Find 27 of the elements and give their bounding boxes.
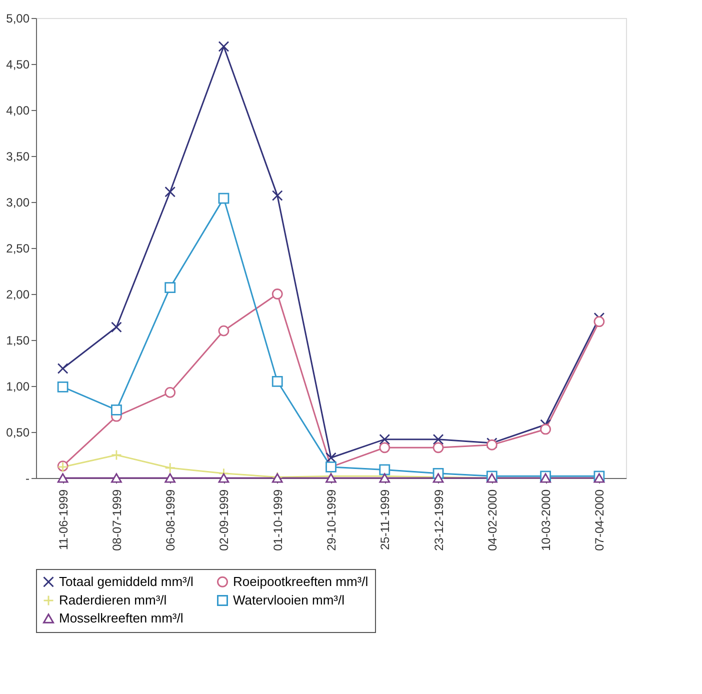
y-tick-label: 1,00 — [6, 380, 30, 394]
x-tick-label: 08-07-1999 — [110, 489, 124, 551]
x-tick-label: 29-10-1999 — [324, 489, 338, 551]
x-tick-label: 07-04-2000 — [592, 489, 607, 551]
y-tick-label: 3,50 — [6, 150, 30, 164]
y-tick-label: 2,00 — [6, 288, 30, 302]
y-tick-label: 2,50 — [6, 242, 30, 256]
x-tick-label: 04-02-2000 — [485, 489, 500, 551]
x-tick-label: 02-09-1999 — [217, 489, 232, 551]
y-tick-label: 1,50 — [6, 334, 30, 348]
y-tick-label: 4,00 — [6, 104, 30, 118]
legend-label: Roeipootkreeften mm³/l — [233, 574, 368, 589]
y-tick-label: 4,50 — [6, 58, 30, 72]
x-tick-label: 06-08-1999 — [164, 489, 178, 551]
y-tick-label: 3,00 — [6, 196, 30, 210]
x-tick-label: 11-06-1999 — [56, 489, 70, 550]
legend-label: Mosselkreeften mm³/l — [59, 610, 184, 626]
y-tick-label: - — [26, 472, 30, 486]
x-tick-label: 10-03-2000 — [539, 489, 554, 551]
x-tick-label: 25-11-1999 — [378, 489, 392, 550]
x-tick-label: 23-12-1999 — [432, 489, 446, 551]
y-tick-label: 5,00 — [6, 12, 30, 26]
y-tick-label: 0,50 — [6, 426, 30, 440]
legend-label: Totaal gemiddeld mm³/l — [59, 574, 194, 589]
legend-label: Watervlooien mm³/l — [233, 592, 345, 608]
x-tick-label: 01-10-1999 — [270, 489, 285, 551]
legend-label: Raderdieren mm³/l — [59, 592, 167, 608]
